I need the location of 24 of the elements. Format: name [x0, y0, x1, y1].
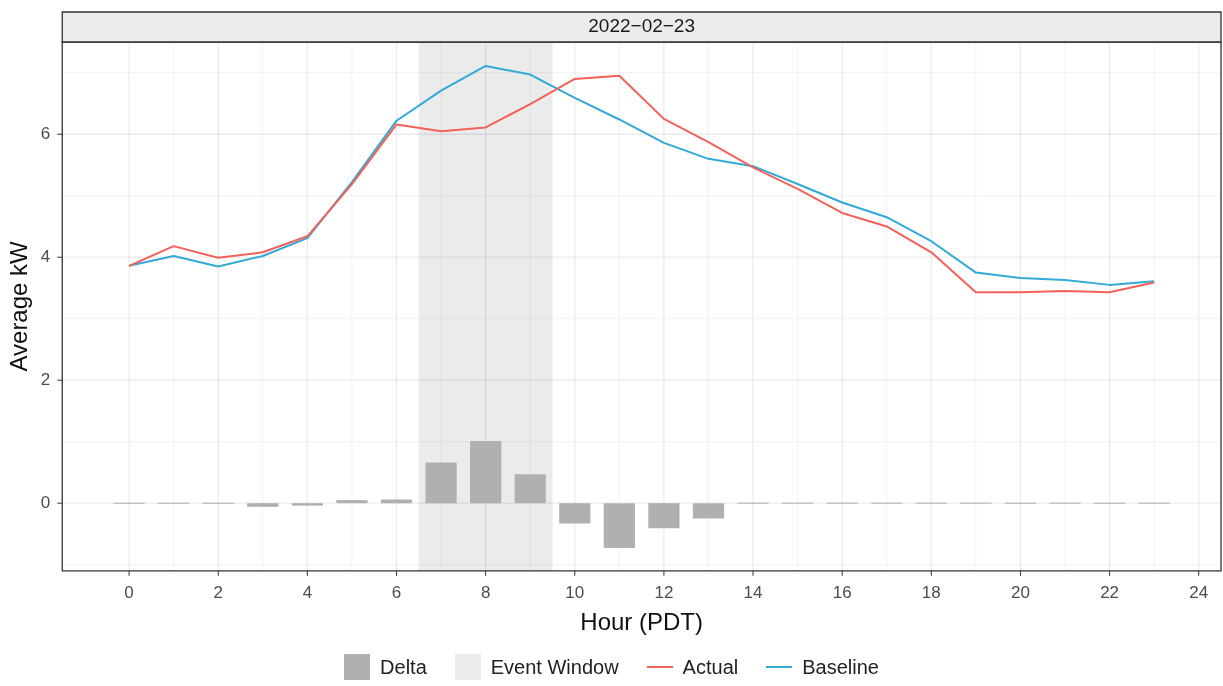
- chart-title: 2022−02−23: [588, 15, 695, 37]
- x-tick-label: 8: [480, 582, 491, 602]
- x-tick-label: 18: [921, 582, 941, 602]
- x-tick-label: 20: [1010, 582, 1030, 602]
- x-tick-label: 2: [213, 582, 223, 602]
- x-tick-label: 0: [124, 582, 134, 602]
- y-tick-label: 2: [40, 369, 51, 389]
- x-tick-label: 10: [565, 582, 585, 602]
- legend-label: Baseline: [802, 655, 879, 679]
- x-tick-label: 4: [302, 582, 313, 602]
- x-tick-label: 24: [1189, 582, 1209, 602]
- x-axis-title: Hour (PDT): [580, 608, 703, 636]
- x-tick-label: 12: [654, 582, 674, 602]
- y-tick-label: 4: [40, 246, 51, 266]
- y-tick-label: 6: [40, 123, 51, 143]
- x-tick-label: 14: [743, 582, 763, 602]
- y-axis-title: Average kW: [5, 240, 33, 372]
- x-tick-label: 22: [1100, 582, 1120, 602]
- y-tick-label: 0: [40, 492, 51, 512]
- legend-label: Actual: [682, 655, 739, 679]
- x-tick-label: 6: [391, 582, 402, 602]
- x-tick-label: 16: [832, 582, 852, 602]
- legend-label: Event Window: [490, 655, 619, 679]
- legend-label: Delta: [380, 655, 427, 679]
